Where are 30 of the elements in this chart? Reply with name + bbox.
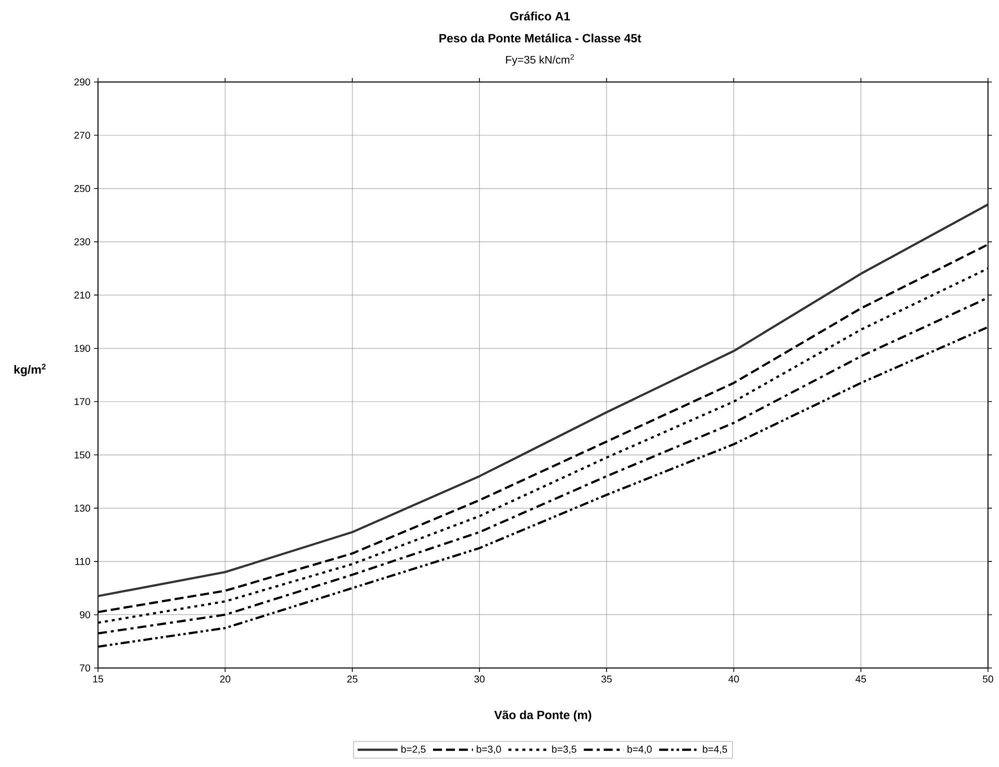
text: Fy=35 kN/cm$^{2}$ <box>506 54 574 66</box>
y-tick-label: 110 <box>75 558 90 565</box>
x-tick-label: 35 <box>601 676 612 683</box>
y-axis-title: kg/m$^{2}$ <box>14 364 46 376</box>
y-tick-label: 230 <box>74 238 90 246</box>
y-tick-label: 210 <box>74 292 90 299</box>
x-tick-label: 45 <box>856 676 866 682</box>
chart-subtitle: Peso da Ponte Metálica - Classe 45t <box>439 34 642 42</box>
y-tick-label: 90 <box>80 611 90 618</box>
legend-label: b=3,5 <box>552 745 576 754</box>
y-tick-label: 170 <box>74 398 90 406</box>
y-tick-label: 190 <box>74 344 90 352</box>
y-tick-label: 290 <box>74 78 90 86</box>
legend-label: b=4,5 <box>702 745 728 754</box>
legend-label: b=3,0 <box>476 745 501 754</box>
legend-label: b=4,0 <box>628 745 652 754</box>
x-tick-label: 40 <box>728 676 739 683</box>
legend-label: b=2,5 <box>401 745 426 754</box>
y-tick-label: 130 <box>74 504 90 512</box>
x-tick-label: 25 <box>347 676 358 683</box>
y-tick-label: 250 <box>74 185 90 192</box>
y-tick-label: 70 <box>80 664 90 672</box>
x-tick-label: 15 <box>93 676 104 682</box>
y-tick-label: 270 <box>74 132 90 139</box>
y-tick-label: 150 <box>74 451 90 458</box>
chart-title: Gráfico A1 <box>510 12 570 20</box>
x-tick-label: 50 <box>982 676 994 683</box>
x-axis-title: Vão da Ponte (m) <box>494 710 592 722</box>
x-tick-label: 30 <box>474 676 485 683</box>
x-tick-label: 20 <box>220 676 230 683</box>
